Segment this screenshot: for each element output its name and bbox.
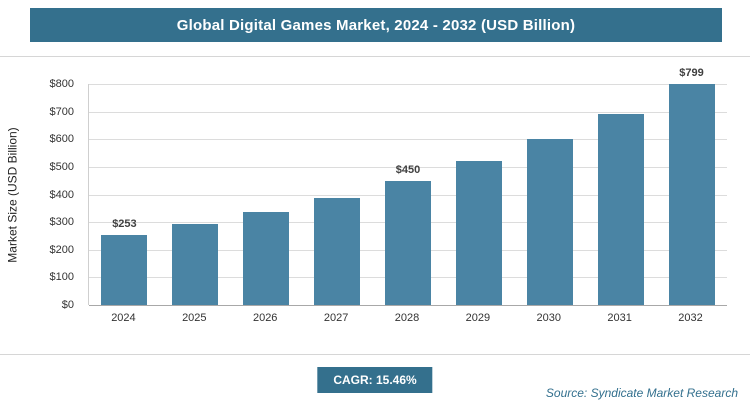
y-axis-tick-label: $500 [49, 160, 74, 173]
y-axis-tick-label: $200 [49, 243, 74, 256]
bottom-divider [0, 354, 750, 355]
gridline [89, 139, 727, 141]
bar-2032 [668, 84, 715, 305]
x-axis-ticks: 2024 2025 2026 2027 2028 2029 2030 2031 2032 [88, 312, 726, 328]
source-text: Source: Syndicate Market Research [545, 386, 738, 400]
y-axis-tick-label: $800 [49, 78, 74, 90]
x-axis-tick-label: 2026 [252, 312, 278, 324]
y-axis-title-wrap: Market Size (USD Billion) [4, 84, 22, 305]
y-axis-title: Market Size (USD Billion) [6, 126, 20, 263]
chart-title: Global Digital Games Market, 2024 - 2032… [30, 8, 722, 42]
x-axis-tick-label: 2028 [394, 312, 420, 324]
gridline [89, 111, 727, 113]
gridline [89, 84, 727, 85]
bar-slot [514, 84, 585, 305]
gridline [89, 166, 727, 168]
y-axis-ticks: $0 $100 $200 $300 $400 $500 $600 $700 $800 [28, 78, 80, 311]
top-divider [0, 56, 750, 57]
gridline [89, 305, 727, 306]
x-axis-tick-label: 2029 [465, 312, 491, 324]
y-axis-tick-label: $700 [49, 105, 74, 118]
bar-2025 [172, 224, 219, 305]
x-axis-tick-label: 2032 [678, 312, 703, 324]
bar-value-label: $253 [112, 218, 137, 231]
bar-slot: $253 [89, 84, 160, 305]
y-axis-tick-label: $600 [49, 133, 74, 146]
plot-area: $253 $450 $799 [88, 67, 727, 306]
x-axis-tick-label: 2024 [111, 312, 136, 324]
bar-slot [231, 84, 302, 305]
bar-2026 [243, 211, 290, 305]
bar-slot: $799 [656, 67, 727, 305]
x-axis-tick-label: 2027 [323, 312, 349, 324]
bar-2031 [597, 113, 644, 305]
bar-2024 [101, 235, 148, 305]
y-axis-tick-label: $300 [49, 216, 74, 229]
bar-value-label: $799 [679, 67, 704, 80]
bar-2030 [526, 139, 573, 305]
bar-slot [585, 84, 656, 305]
bar-value-label: $450 [395, 163, 421, 176]
y-axis-tick-label: $0 [61, 299, 74, 311]
bar-slot [443, 84, 514, 305]
bar-slot: $450 [373, 84, 444, 305]
bar-slot [160, 84, 231, 305]
x-axis-tick-label: 2031 [607, 312, 632, 324]
x-axis-tick-label: 2030 [536, 312, 561, 324]
bar-2027 [314, 197, 361, 305]
cagr-badge: CAGR: 15.46% [317, 367, 433, 393]
x-axis-tick-label: 2025 [182, 312, 207, 324]
bar-slot [302, 84, 373, 305]
y-axis-tick-label: $400 [49, 188, 74, 201]
bar-2028 [384, 180, 431, 305]
y-axis-tick-label: $100 [49, 271, 74, 284]
bar-2029 [455, 161, 502, 305]
